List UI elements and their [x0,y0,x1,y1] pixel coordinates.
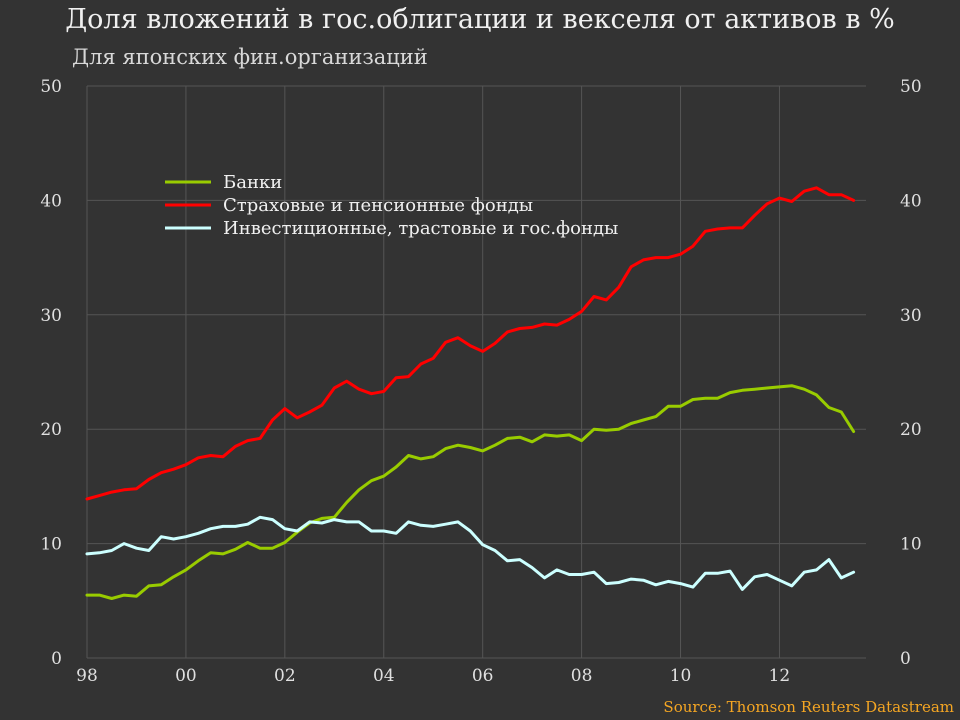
x-tick-label: 06 [472,666,494,686]
y-tick-label-left: 40 [40,191,62,211]
series-line-1 [85,384,856,600]
y-tick-label-right: 50 [900,77,922,97]
chart-subtitle: Для японских фин.организаций [72,45,428,69]
y-tick-label-right: 20 [900,420,922,440]
source-note: Source: Thomson Reuters Datastream [663,698,954,716]
legend-label-2: Страховые и пенсионные фонды [223,195,533,216]
x-tick-label: 08 [571,666,593,686]
y-tick-label-right: 30 [900,306,922,326]
x-tick-label: 04 [373,666,395,686]
y-tick-label-left: 0 [51,649,62,669]
x-tick-label: 00 [175,666,197,686]
series-line-3 [85,515,856,591]
y-axis-left: 0 10 20 30 40 50 [40,77,62,669]
x-tick-label: 12 [769,666,791,686]
y-axis-right: 0 10 20 30 40 50 [900,77,922,669]
chart-title: Доля вложений в гос.облигации и векселя … [65,4,895,35]
x-tick-label: 02 [274,666,296,686]
y-tick-label-left: 10 [40,535,62,555]
y-tick-label-left: 50 [40,77,62,97]
y-tick-label-right: 0 [900,649,911,669]
legend-label-3: Инвестиционные, трастовые и гос.фонды [223,218,618,239]
y-tick-label-right: 10 [900,535,922,555]
y-tick-label-right: 40 [900,191,922,211]
legend-label-1: Банки [223,172,282,193]
series-line-2 [85,186,856,501]
y-tick-label-left: 20 [40,420,62,440]
y-tick-label-left: 30 [40,306,62,326]
x-tick-label: 98 [76,666,98,686]
series-lines [85,186,856,600]
x-axis: 98 00 02 04 06 08 10 12 [76,666,790,686]
x-tick-label: 10 [670,666,692,686]
grid-lines [86,85,866,659]
